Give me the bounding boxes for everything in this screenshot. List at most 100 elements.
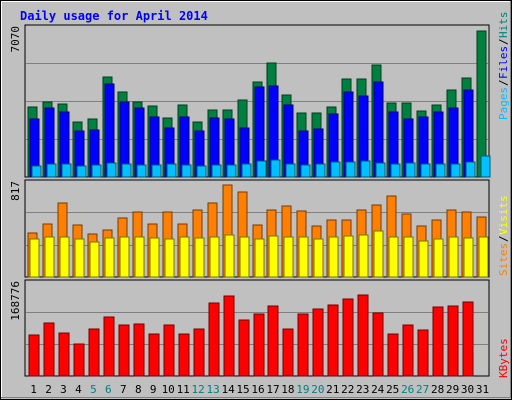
bar-pages-day-5 bbox=[91, 164, 102, 178]
x-tick-day-17: 17 bbox=[266, 383, 279, 396]
legend-kbytes: KBytes bbox=[497, 338, 510, 378]
bar-kbytes-day-2 bbox=[43, 322, 55, 377]
bar-sites-day-16 bbox=[254, 238, 265, 278]
panel1-ymax-label: 7070 bbox=[9, 26, 22, 53]
bar-kbytes-day-27 bbox=[417, 329, 429, 377]
bar-pages-day-13 bbox=[211, 164, 222, 178]
x-tick-day-14: 14 bbox=[221, 383, 235, 396]
bar-sites-day-12 bbox=[194, 237, 205, 278]
bar-sites-day-17 bbox=[268, 235, 279, 278]
bar-pages-day-16 bbox=[256, 160, 267, 178]
legend-sites: Sites bbox=[497, 243, 510, 276]
x-tick-day-21: 21 bbox=[326, 383, 339, 396]
bar-pages-day-4 bbox=[76, 165, 87, 178]
bar-kbytes-day-25 bbox=[387, 333, 399, 377]
bar-sites-day-27 bbox=[418, 240, 429, 278]
bar-sites-day-14 bbox=[224, 234, 235, 278]
x-tick-day-5: 5 bbox=[90, 383, 97, 396]
x-tick-day-28: 28 bbox=[431, 383, 444, 396]
bar-pages-day-29 bbox=[450, 163, 461, 178]
bar-kbytes-day-6 bbox=[103, 316, 115, 377]
bar-hits-day-31 bbox=[476, 30, 487, 178]
bar-sites-day-20 bbox=[313, 238, 324, 278]
x-tick-day-1: 1 bbox=[30, 383, 37, 396]
x-tick-day-12: 12 bbox=[191, 383, 204, 396]
x-tick-day-20: 20 bbox=[311, 383, 324, 396]
x-tick-day-19: 19 bbox=[296, 383, 309, 396]
bar-pages-day-26 bbox=[405, 162, 416, 178]
bar-pages-day-8 bbox=[136, 164, 147, 178]
bar-sites-day-5 bbox=[89, 241, 100, 278]
x-tick-day-3: 3 bbox=[60, 383, 67, 396]
x-tick-day-22: 22 bbox=[341, 383, 354, 396]
bar-kbytes-day-7 bbox=[118, 324, 130, 377]
bar-pages-day-14 bbox=[226, 164, 237, 178]
legend-hits: Hits bbox=[497, 12, 510, 39]
bar-kbytes-day-8 bbox=[133, 323, 145, 377]
bar-sites-day-28 bbox=[433, 238, 444, 278]
bar-kbytes-day-3 bbox=[58, 332, 70, 377]
bar-kbytes-day-28 bbox=[432, 306, 444, 377]
bar-pages-day-10 bbox=[166, 163, 177, 178]
x-tick-day-15: 15 bbox=[236, 383, 249, 396]
bar-pages-day-24 bbox=[375, 162, 386, 178]
legend-separator: / bbox=[497, 79, 510, 86]
x-tick-day-27: 27 bbox=[416, 383, 429, 396]
bar-kbytes-day-21 bbox=[327, 304, 339, 377]
x-tick-day-24: 24 bbox=[371, 383, 385, 396]
bar-kbytes-day-16 bbox=[253, 313, 265, 377]
bar-pages-day-1 bbox=[31, 165, 42, 178]
bar-pages-day-11 bbox=[181, 164, 192, 178]
y-max-labels: 7070 817 168776 bbox=[9, 26, 22, 321]
bar-sites-day-29 bbox=[448, 236, 459, 278]
bar-sites-day-31 bbox=[478, 236, 489, 278]
bar-sites-day-8 bbox=[134, 236, 145, 278]
bar-kbytes-day-26 bbox=[402, 324, 414, 377]
bar-pages-day-31 bbox=[480, 155, 491, 178]
bar-kbytes-day-19 bbox=[297, 313, 309, 377]
bar-kbytes-day-1 bbox=[28, 334, 40, 377]
bar-sites-day-24 bbox=[373, 230, 384, 278]
bar-kbytes-day-14 bbox=[223, 295, 235, 377]
bar-kbytes-day-10 bbox=[163, 324, 175, 377]
bar-pages-day-21 bbox=[330, 161, 341, 178]
x-tick-day-6: 6 bbox=[105, 383, 112, 396]
panel3-ymax-label: 168776 bbox=[9, 281, 22, 321]
bar-sites-day-6 bbox=[104, 237, 115, 278]
bar-sites-day-10 bbox=[164, 238, 175, 278]
bar-pages-day-23 bbox=[360, 160, 371, 178]
panel2-ymax-label: 817 bbox=[9, 181, 22, 201]
bar-sites-day-19 bbox=[298, 236, 309, 278]
legend-separator: / bbox=[497, 38, 510, 45]
chart-title: Daily usage for April 2014 bbox=[20, 9, 208, 23]
x-tick-day-30: 30 bbox=[461, 383, 474, 396]
legend-visits: Visits bbox=[497, 195, 510, 235]
x-tick-day-13: 13 bbox=[206, 383, 219, 396]
bar-sites-day-4 bbox=[74, 238, 85, 278]
bars bbox=[27, 30, 491, 377]
x-tick-day-2: 2 bbox=[45, 383, 52, 396]
x-tick-day-23: 23 bbox=[356, 383, 369, 396]
bar-sites-day-2 bbox=[44, 236, 55, 278]
bar-pages-day-7 bbox=[121, 163, 132, 178]
x-tick-day-29: 29 bbox=[446, 383, 459, 396]
bar-pages-day-25 bbox=[390, 163, 401, 178]
bar-sites-day-15 bbox=[239, 236, 250, 278]
bar-kbytes-day-18 bbox=[282, 328, 294, 377]
bar-pages-day-3 bbox=[61, 163, 72, 178]
bar-kbytes-day-17 bbox=[267, 305, 279, 377]
bar-pages-day-9 bbox=[151, 164, 162, 178]
x-tick-day-7: 7 bbox=[120, 383, 127, 396]
bar-pages-day-28 bbox=[435, 163, 446, 178]
bar-kbytes-day-5 bbox=[88, 328, 100, 377]
bar-sites-day-13 bbox=[209, 236, 220, 278]
x-tick-day-26: 26 bbox=[401, 383, 414, 396]
bar-pages-day-22 bbox=[345, 161, 356, 178]
x-tick-day-8: 8 bbox=[135, 383, 142, 396]
bar-pages-day-19 bbox=[300, 164, 311, 178]
x-tick-day-31: 31 bbox=[476, 383, 489, 396]
bar-kbytes-day-12 bbox=[193, 328, 205, 377]
bar-kbytes-day-23 bbox=[357, 294, 369, 377]
